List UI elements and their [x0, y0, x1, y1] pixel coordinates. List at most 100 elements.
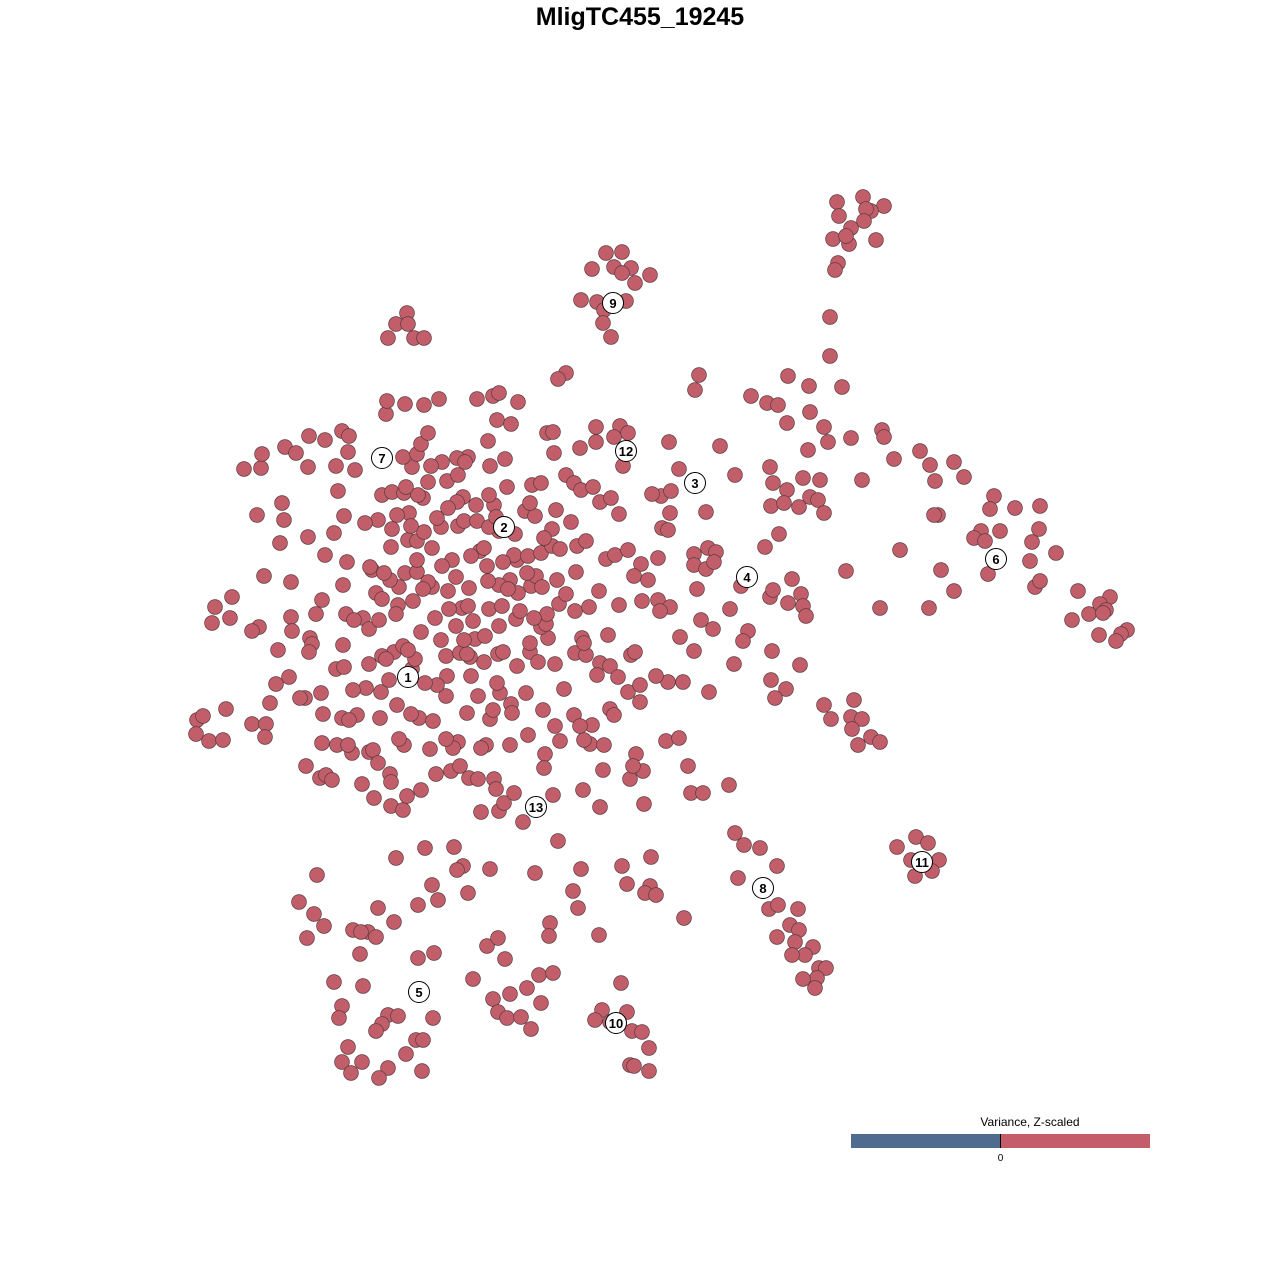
data-point: [506, 785, 522, 801]
data-point: [1032, 573, 1048, 589]
data-point: [480, 433, 496, 449]
cluster-label-8: 8: [752, 877, 774, 899]
data-point: [372, 710, 388, 726]
data-point: [547, 656, 563, 672]
data-point: [743, 388, 759, 404]
data-point: [626, 568, 642, 584]
cluster-label-badge: [397, 666, 419, 688]
cluster-label-badge: [911, 851, 933, 873]
cluster-label-text: 10: [609, 1016, 623, 1031]
data-point: [784, 947, 800, 963]
data-point: [254, 446, 270, 462]
data-point: [298, 758, 314, 774]
data-point: [509, 658, 525, 674]
data-point: [556, 681, 572, 697]
data-point: [676, 910, 692, 926]
data-point: [515, 814, 531, 830]
data-point: [316, 918, 332, 934]
data-point: [195, 708, 211, 724]
data-point: [545, 965, 561, 981]
data-point: [326, 525, 342, 541]
data-point: [502, 986, 518, 1002]
data-point: [578, 533, 594, 549]
data-point: [490, 930, 506, 946]
data-point: [1095, 605, 1111, 621]
data-point: [347, 462, 363, 478]
data-point: [946, 454, 962, 470]
data-point: [589, 667, 605, 683]
data-point: [812, 472, 828, 488]
data-point: [533, 545, 549, 561]
data-point: [627, 644, 643, 660]
data-point: [606, 429, 622, 445]
data-point: [956, 469, 972, 485]
data-point: [1048, 545, 1064, 561]
data-point: [499, 479, 515, 495]
data-point: [236, 461, 252, 477]
data-point: [770, 897, 786, 913]
data-point: [222, 610, 238, 626]
data-point: [281, 669, 297, 685]
data-point: [592, 799, 608, 815]
data-point: [341, 712, 357, 728]
data-point: [365, 742, 381, 758]
data-point: [489, 675, 505, 691]
data-point: [600, 627, 616, 643]
data-point: [892, 542, 908, 558]
data-point: [735, 633, 751, 649]
data-point: [1070, 583, 1086, 599]
data-point: [460, 885, 476, 901]
data-point: [595, 315, 611, 331]
data-point: [539, 606, 555, 622]
data-point: [416, 397, 432, 413]
data-point: [727, 467, 743, 483]
data-point: [324, 772, 340, 788]
data-point: [614, 244, 630, 260]
data-point: [416, 330, 432, 346]
data-point: [572, 718, 588, 734]
data-point: [661, 434, 677, 450]
data-point: [390, 1008, 406, 1024]
data-point: [410, 487, 426, 503]
data-point: [383, 539, 399, 555]
data-point: [620, 425, 636, 441]
data-point: [816, 697, 832, 713]
data-point: [527, 508, 543, 524]
data-point: [288, 445, 304, 461]
cluster-label-badge: [684, 472, 706, 494]
data-point: [270, 642, 286, 658]
data-point: [424, 540, 440, 556]
legend-color-bar: [851, 1134, 1150, 1148]
cluster-label-text: 11: [915, 855, 929, 870]
data-point: [640, 572, 656, 588]
data-point: [201, 733, 217, 749]
data-point: [510, 394, 526, 410]
data-point: [384, 521, 400, 537]
data-point: [354, 1054, 370, 1070]
data-point: [488, 781, 504, 797]
data-point: [314, 735, 330, 751]
data-point: [414, 1063, 430, 1079]
data-point: [188, 726, 204, 742]
data-point: [317, 547, 333, 563]
data-point: [497, 451, 513, 467]
data-point: [598, 245, 614, 261]
data-point: [386, 914, 402, 930]
data-point: [982, 501, 998, 517]
data-point: [449, 862, 465, 878]
data-point: [485, 991, 501, 1007]
data-point: [587, 1012, 603, 1028]
data-point: [671, 461, 687, 477]
data-point: [762, 459, 778, 475]
legend-negative-segment: [851, 1134, 1001, 1148]
data-point: [527, 865, 543, 881]
data-point: [370, 900, 386, 916]
data-point: [611, 506, 627, 522]
data-point: [494, 598, 510, 614]
data-point: [546, 445, 562, 461]
data-point: [792, 657, 808, 673]
data-point: [403, 706, 419, 722]
data-point: [291, 894, 307, 910]
data-point: [519, 565, 535, 581]
data-point: [822, 348, 838, 364]
